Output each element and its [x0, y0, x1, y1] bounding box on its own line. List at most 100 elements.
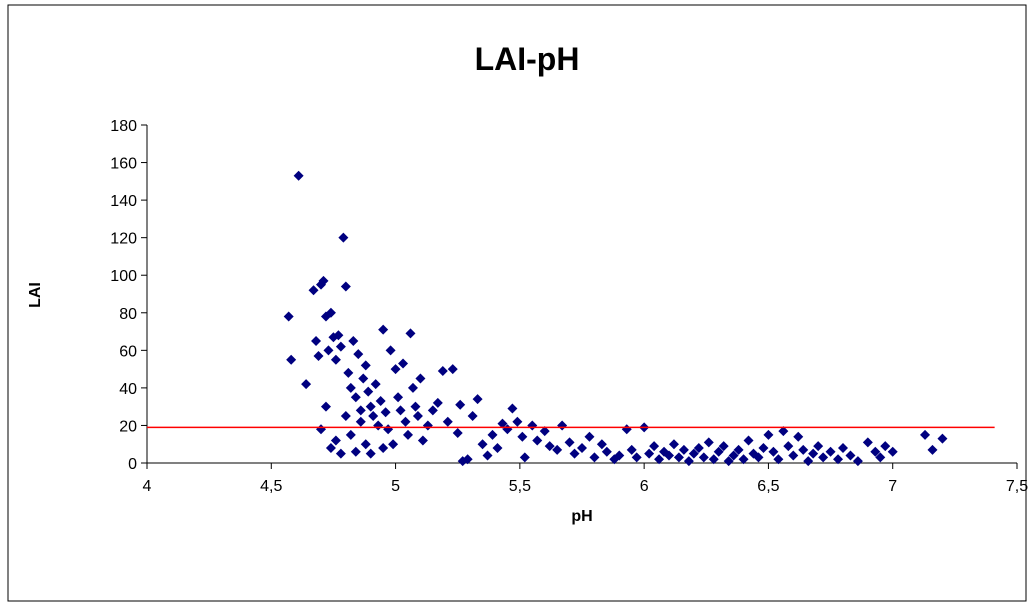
- point: [395, 405, 406, 416]
- chart-title: LAI-pH: [475, 41, 580, 77]
- point: [447, 364, 458, 375]
- point: [713, 446, 724, 457]
- point: [403, 429, 413, 440]
- point: [335, 448, 346, 459]
- point: [368, 411, 379, 422]
- point: [803, 456, 814, 467]
- point: [833, 454, 844, 465]
- x-axis-label: pH: [571, 508, 592, 525]
- point: [875, 452, 886, 463]
- point: [378, 442, 389, 453]
- point: [452, 427, 463, 438]
- point: [552, 444, 563, 455]
- point: [370, 379, 381, 390]
- x-tick-label: 5,5: [509, 478, 531, 495]
- y-tick-label: 60: [119, 343, 137, 360]
- point: [355, 405, 366, 416]
- point: [442, 416, 453, 427]
- point: [798, 444, 809, 455]
- point: [927, 444, 938, 455]
- point: [462, 454, 473, 465]
- point: [325, 442, 336, 453]
- y-tick-label: 80: [119, 306, 137, 323]
- point: [338, 232, 349, 243]
- point: [783, 441, 794, 452]
- point: [365, 448, 376, 459]
- point: [301, 379, 312, 390]
- point: [758, 442, 769, 453]
- point: [398, 358, 409, 369]
- point: [778, 426, 789, 437]
- point: [432, 397, 443, 408]
- y-tick-label: 160: [110, 156, 137, 173]
- point: [601, 446, 612, 457]
- point: [678, 444, 689, 455]
- point: [723, 456, 734, 467]
- point: [293, 170, 304, 181]
- point: [455, 399, 466, 410]
- point: [375, 396, 386, 407]
- point: [412, 411, 423, 422]
- point: [286, 354, 297, 365]
- point: [920, 429, 931, 440]
- point: [308, 285, 319, 296]
- point: [350, 446, 361, 457]
- point: [793, 431, 804, 442]
- point: [390, 364, 401, 375]
- point: [631, 452, 642, 463]
- point: [693, 442, 704, 453]
- point: [862, 437, 873, 448]
- point: [330, 354, 341, 365]
- point: [350, 392, 361, 403]
- point: [343, 367, 354, 378]
- point: [644, 448, 655, 459]
- x-tick-label: 6: [640, 478, 649, 495]
- point: [818, 452, 829, 463]
- point: [852, 456, 863, 467]
- point: [838, 442, 848, 453]
- point: [311, 335, 322, 346]
- point: [733, 444, 744, 455]
- point: [393, 392, 404, 403]
- point: [313, 350, 324, 361]
- point: [492, 442, 503, 453]
- point: [318, 275, 329, 286]
- point: [333, 330, 344, 341]
- point: [614, 450, 625, 461]
- y-tick-label: 140: [110, 193, 137, 210]
- point: [532, 435, 543, 446]
- point: [355, 416, 366, 427]
- point: [808, 448, 819, 459]
- point: [482, 450, 493, 461]
- x-tick-label: 4: [143, 478, 152, 495]
- point: [870, 446, 881, 457]
- x-tick-label: 5: [391, 478, 400, 495]
- point: [477, 439, 488, 450]
- point: [738, 454, 749, 465]
- point: [673, 452, 684, 463]
- point: [664, 450, 674, 461]
- point: [825, 446, 836, 457]
- point: [539, 426, 550, 437]
- point: [358, 373, 369, 384]
- point: [517, 431, 528, 442]
- chart-border: [7, 4, 1027, 602]
- point: [683, 456, 694, 467]
- point: [388, 439, 399, 450]
- point: [345, 382, 356, 393]
- point: [649, 441, 660, 452]
- point: [365, 401, 376, 412]
- point: [472, 394, 483, 405]
- point: [577, 442, 587, 453]
- point: [763, 429, 774, 440]
- point: [544, 441, 555, 452]
- point: [728, 450, 739, 461]
- point: [437, 365, 448, 376]
- point: [330, 435, 341, 446]
- point: [698, 452, 709, 463]
- y-tick-label: 0: [128, 456, 137, 473]
- point: [654, 454, 665, 465]
- x-tick-label: 7: [888, 478, 897, 495]
- point: [400, 416, 411, 427]
